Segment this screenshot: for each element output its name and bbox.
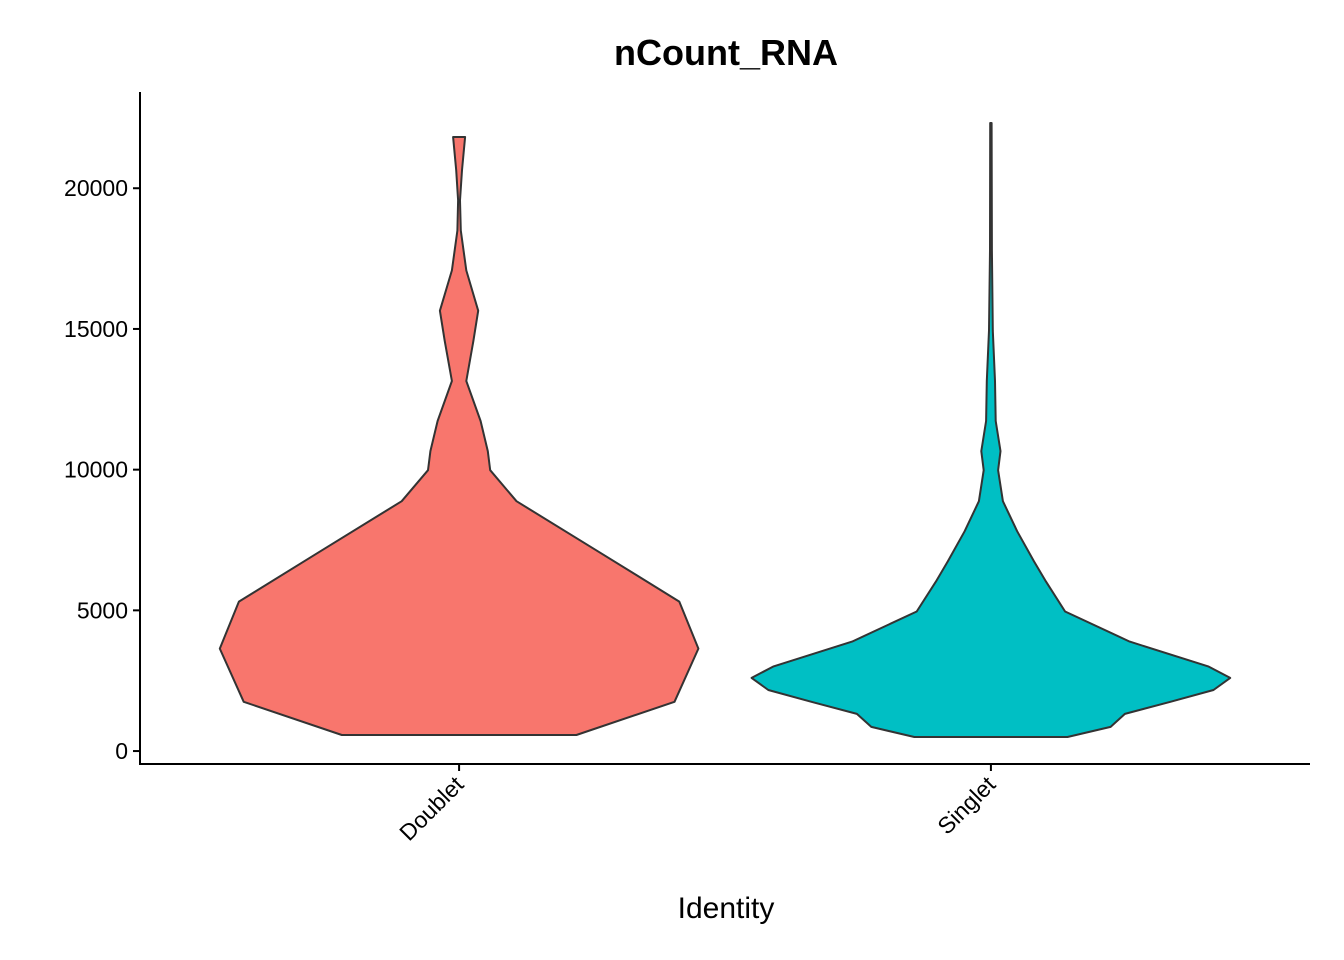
y-tick-label: 20000	[64, 175, 128, 201]
y-tick-label: 15000	[64, 316, 128, 342]
x-axis-label: Identity	[678, 892, 775, 925]
x-tick-label: Singlet	[932, 771, 1001, 840]
y-tick-label: 10000	[64, 457, 128, 483]
y-tick-label: 0	[115, 738, 128, 764]
y-tick-label: 5000	[77, 597, 128, 623]
violin	[750, 122, 1232, 738]
chart-title: nCount_RNA	[614, 32, 838, 73]
x-tick-label: Doublet	[394, 771, 469, 846]
violin	[218, 136, 700, 736]
